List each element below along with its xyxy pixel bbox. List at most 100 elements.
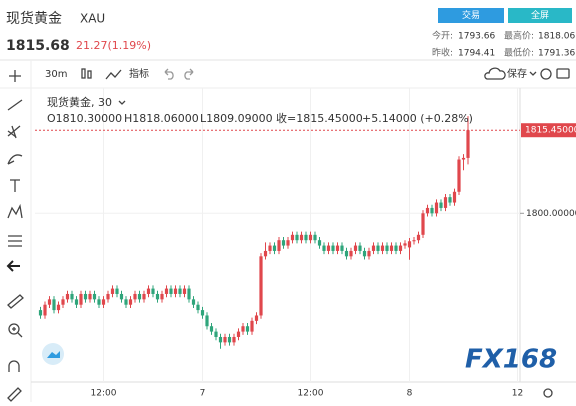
candle-body [182,288,187,294]
candle-body [191,299,196,305]
candle-body [92,293,97,300]
last-price-label: 1815.45000 [525,126,576,136]
drawing-tools[interactable] [6,70,24,402]
candle-body [389,245,394,251]
candle-body [218,336,223,343]
candle-body [340,245,344,251]
candle-body [241,326,245,332]
candle-body [169,288,173,294]
legend-menu[interactable] [118,100,126,105]
x-tick-label: 7 [200,389,206,399]
candle-body [160,293,164,300]
candle-body [47,299,52,305]
candle-body [106,293,110,300]
settings-icon[interactable] [540,68,552,80]
candle-body [398,245,403,251]
indicator-icon[interactable] [105,69,122,80]
candle-body [349,250,353,257]
candle-body [322,245,326,251]
interval[interactable]: 30m [45,69,67,80]
candle-body [412,240,416,242]
candle-body [214,331,218,337]
candle-body [187,288,191,300]
candle-body [65,293,70,300]
candle-body [128,299,133,305]
fullscreen-button-label[interactable]: 全屏 [531,9,549,21]
stat-value: 1818.06 [538,32,575,42]
candle-body [79,293,83,305]
candle-body [101,299,106,305]
save[interactable]: 保存 [507,67,527,80]
candle-body [272,245,277,251]
candle-body [155,293,160,300]
last-price-tag [521,123,576,138]
candle-body [295,234,299,241]
candle-body [146,288,151,294]
candle-type-icon[interactable] [81,68,92,79]
candle-body [313,234,317,241]
candle-body [286,240,290,246]
candle-body [376,245,380,251]
candle-body [371,245,376,251]
cloud-icon[interactable] [484,67,506,80]
ohlc-value: O1810.30000 [47,112,122,125]
candle-body [110,288,115,294]
candle-body [367,250,371,257]
camera-icon[interactable] [556,68,570,79]
candle-body [358,245,362,251]
y-tick-label: 1800.00000 [526,209,576,219]
candle-body [461,157,466,160]
candle-body [425,207,430,214]
candle-body [236,331,241,337]
stat-value: 1793.66 [458,32,495,42]
fullscreen-button[interactable] [508,8,572,23]
stat-value: 1794.41 [458,49,495,59]
candle-body [416,234,421,241]
indicators[interactable]: 指标 [129,67,149,80]
stat-value: 1791.36 [538,49,575,59]
axis-settings[interactable] [543,388,553,398]
candle-body [43,304,47,316]
candle-body [74,299,79,305]
candle-body [259,256,263,316]
candle-body [52,299,56,311]
candle-body [277,240,281,251]
undo[interactable] [164,68,174,80]
candle-body [362,250,367,257]
candle-body [173,288,178,294]
candle-body [385,245,389,251]
candle-body [245,326,250,332]
candle-body [457,159,461,192]
ohlc-value: L1809.09000 [200,112,273,125]
save-menu[interactable] [529,71,537,76]
candle-body [97,299,101,305]
candle-body [331,245,335,251]
candle-body [466,130,470,158]
ohlc-legend: O1810.30000 H1818.06000 L1809.09000 收=1815.… [47,111,473,125]
stat-label: 最高价: [504,30,534,42]
candle-body [299,234,304,241]
candle-body [254,315,259,321]
candle-body [448,197,452,203]
candle-body [119,293,124,300]
stat-label: 最低价: [504,47,534,59]
candle-body [200,310,205,316]
candle-body [70,293,74,300]
price-change: 21.27(1.19%) [76,39,151,52]
trade-button-label[interactable]: 交易 [462,9,480,21]
x-tick-label: 12:00 [298,389,324,399]
candle-body [308,234,313,241]
candle-body [124,299,128,305]
redo[interactable] [184,68,194,80]
candle-body [344,250,349,257]
x-tick-label: 12:00 [91,389,117,399]
candle-body [137,293,142,300]
candle-body [209,326,214,332]
candle-body [281,240,286,246]
x-tick-label: 12 [512,389,523,399]
candle-body [115,288,119,294]
trade-button[interactable] [438,8,504,23]
candle-body [335,245,340,251]
candle-body [326,245,331,251]
